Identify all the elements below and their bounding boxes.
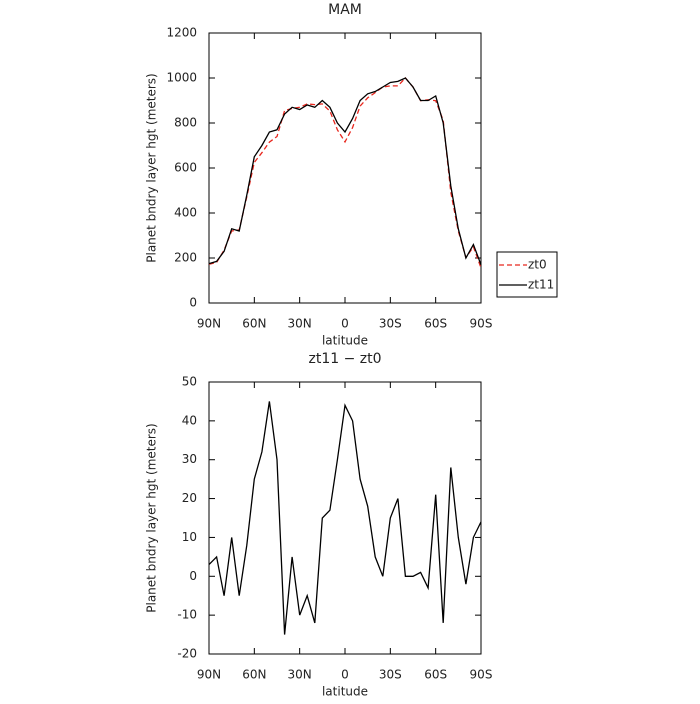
y-tick-label: 1000: [166, 71, 197, 85]
x-tick-label: 30S: [379, 668, 402, 682]
y-tick-label: 0: [189, 569, 197, 583]
x-tick-label: 90N: [197, 317, 221, 331]
legend-label: zt0: [528, 258, 547, 272]
x-tick-label: 30S: [379, 317, 402, 331]
x-tick-label: 30N: [288, 668, 312, 682]
y-tick-label: 30: [182, 452, 197, 466]
y-tick-label: 400: [174, 206, 197, 220]
data-line: [208, 77, 482, 269]
plot-frame: [208, 32, 482, 304]
x-tick-label: 0: [341, 668, 349, 682]
data-line: [208, 401, 482, 635]
y-tick-label: 10: [182, 530, 197, 544]
data-line: [208, 77, 482, 266]
x-tick-label: 90S: [470, 668, 493, 682]
x-tick-label: 60N: [242, 317, 266, 331]
y-tick-label: 0: [189, 296, 197, 310]
y-axis-label: Planet bndry layer hgt (meters): [145, 73, 159, 263]
y-tick-label: -10: [177, 608, 197, 622]
x-tick-label: 0: [341, 317, 349, 331]
y-axis-label: Planet bndry layer hgt (meters): [145, 423, 159, 613]
legend-label: zt11: [528, 278, 554, 292]
y-tick-label: 200: [174, 251, 197, 265]
chart-title: MAM: [328, 2, 362, 18]
chart-title: zt11 − zt0: [308, 351, 381, 367]
y-tick-label: 800: [174, 116, 197, 130]
x-tick-label: 60N: [242, 668, 266, 682]
x-axis-label: latitude: [322, 334, 368, 348]
x-axis-label: latitude: [322, 685, 368, 699]
x-tick-label: 90S: [470, 317, 493, 331]
y-tick-label: -20: [177, 647, 197, 661]
y-tick-label: 600: [174, 161, 197, 175]
x-tick-label: 60S: [424, 668, 447, 682]
y-tick-label: 20: [182, 491, 197, 505]
y-tick-label: 50: [182, 375, 197, 389]
x-tick-label: 60S: [424, 317, 447, 331]
x-tick-label: 90N: [197, 668, 221, 682]
legend-box: [496, 251, 558, 298]
x-tick-label: 30N: [288, 317, 312, 331]
y-tick-label: 40: [182, 413, 197, 427]
y-tick-label: 1200: [166, 26, 197, 40]
